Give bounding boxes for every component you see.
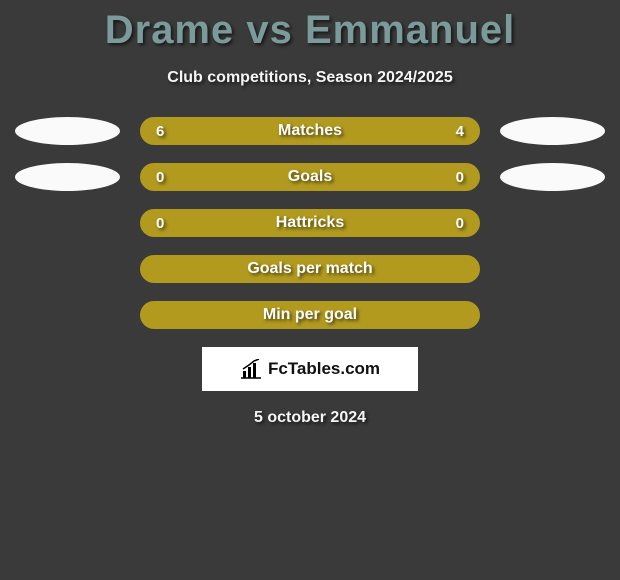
stat-label: Min per goal <box>263 306 357 324</box>
stat-row: 6 Matches 4 <box>0 117 620 145</box>
player-right-ellipse <box>500 163 605 191</box>
player-right-ellipse <box>500 117 605 145</box>
stat-label: Matches <box>278 122 342 140</box>
brand-text: FcTables.com <box>268 359 380 379</box>
player-left-ellipse <box>15 117 120 145</box>
player-left-ellipse <box>15 163 120 191</box>
stat-right-value: 0 <box>456 169 464 186</box>
subtitle: Club competitions, Season 2024/2025 <box>0 69 620 87</box>
stat-row: 0 Hattricks 0 <box>0 209 620 237</box>
stat-row: Goals per match <box>0 255 620 283</box>
bar-chart-icon <box>240 359 262 379</box>
stat-label: Goals <box>288 168 332 186</box>
stat-bar: 6 Matches 4 <box>140 117 480 145</box>
page-title: Drame vs Emmanuel <box>0 0 620 53</box>
date-label: 5 october 2024 <box>0 409 620 427</box>
stat-row: Min per goal <box>0 301 620 329</box>
stat-bar: Min per goal <box>140 301 480 329</box>
comparison-area: 6 Matches 4 0 Goals 0 0 Hattricks 0 Goals per mat… <box>0 117 620 329</box>
stat-left-value: 0 <box>156 215 164 232</box>
stat-left-value: 6 <box>156 123 164 140</box>
stat-row: 0 Goals 0 <box>0 163 620 191</box>
stat-label: Goals per match <box>247 260 372 278</box>
stat-left-value: 0 <box>156 169 164 186</box>
stat-label: Hattricks <box>276 214 344 232</box>
stat-right-value: 0 <box>456 215 464 232</box>
stat-right-value: 4 <box>456 123 464 140</box>
stat-bar: 0 Goals 0 <box>140 163 480 191</box>
brand-box[interactable]: FcTables.com <box>202 347 418 391</box>
stat-bar: 0 Hattricks 0 <box>140 209 480 237</box>
stat-bar: Goals per match <box>140 255 480 283</box>
